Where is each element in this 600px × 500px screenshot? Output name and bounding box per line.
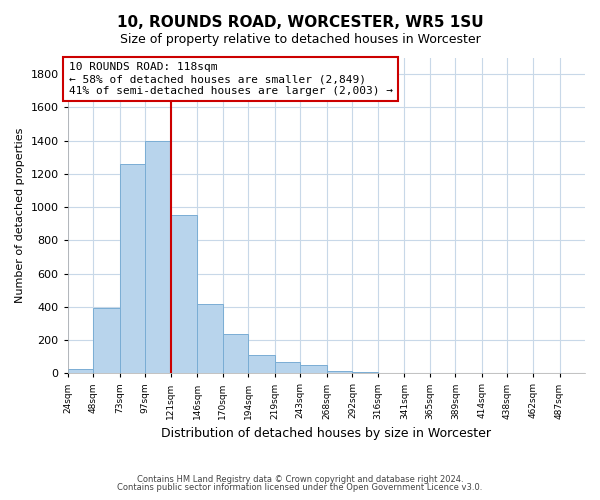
Bar — [275, 362, 301, 374]
Bar — [171, 216, 197, 374]
X-axis label: Distribution of detached houses by size in Worcester: Distribution of detached houses by size … — [161, 427, 491, 440]
Bar — [301, 365, 327, 374]
Text: 10 ROUNDS ROAD: 118sqm
← 58% of detached houses are smaller (2,849)
41% of semi-: 10 ROUNDS ROAD: 118sqm ← 58% of detached… — [69, 62, 393, 96]
Text: Contains HM Land Registry data © Crown copyright and database right 2024.: Contains HM Land Registry data © Crown c… — [137, 475, 463, 484]
Bar — [327, 371, 352, 374]
Bar — [68, 369, 93, 374]
Bar — [223, 334, 248, 374]
Text: Size of property relative to detached houses in Worcester: Size of property relative to detached ho… — [119, 32, 481, 46]
Text: Contains public sector information licensed under the Open Government Licence v3: Contains public sector information licen… — [118, 484, 482, 492]
Text: 10, ROUNDS ROAD, WORCESTER, WR5 1SU: 10, ROUNDS ROAD, WORCESTER, WR5 1SU — [116, 15, 484, 30]
Bar — [352, 372, 378, 374]
Y-axis label: Number of detached properties: Number of detached properties — [15, 128, 25, 303]
Bar — [145, 142, 171, 374]
Bar — [248, 355, 275, 374]
Bar — [197, 304, 223, 374]
Bar — [120, 164, 145, 374]
Bar — [93, 308, 120, 374]
